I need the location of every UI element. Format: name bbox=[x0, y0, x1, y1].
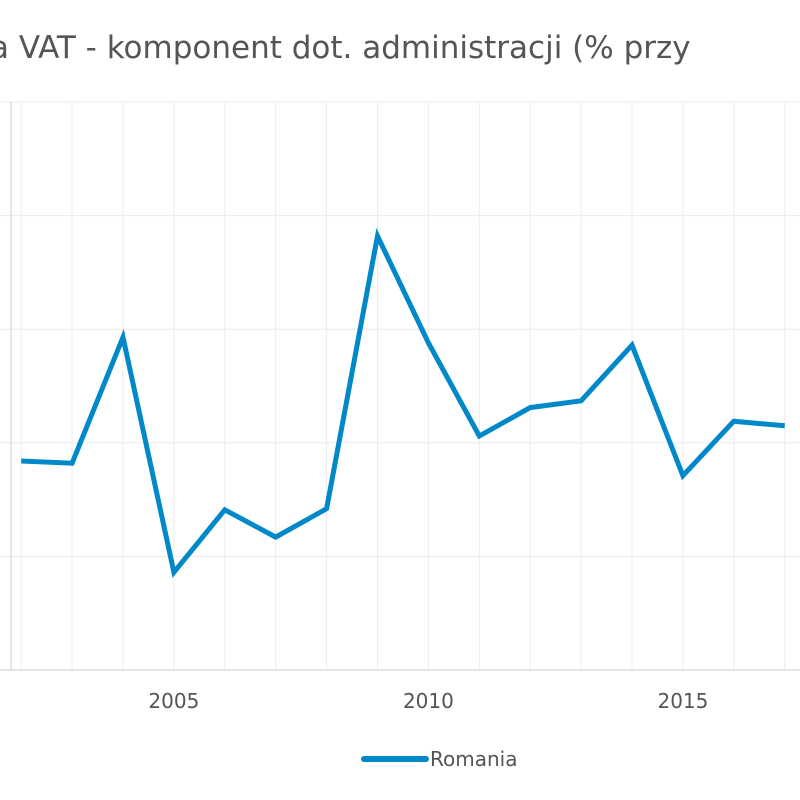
x-tick-label: 2015 bbox=[657, 689, 708, 713]
chart-title: a VAT - komponent dot. administracji (% … bbox=[0, 30, 691, 66]
legend-label-romania: Romania bbox=[430, 747, 517, 771]
grid bbox=[0, 101, 800, 671]
x-tick-label: 2010 bbox=[403, 689, 454, 713]
series-layer bbox=[21, 227, 785, 578]
series-line-romania[interactable] bbox=[21, 227, 785, 578]
x-axis: 2005 2010 2015 bbox=[0, 102, 800, 713]
x-tick-label: 2005 bbox=[148, 689, 199, 713]
legend[interactable]: Romania bbox=[361, 747, 517, 771]
